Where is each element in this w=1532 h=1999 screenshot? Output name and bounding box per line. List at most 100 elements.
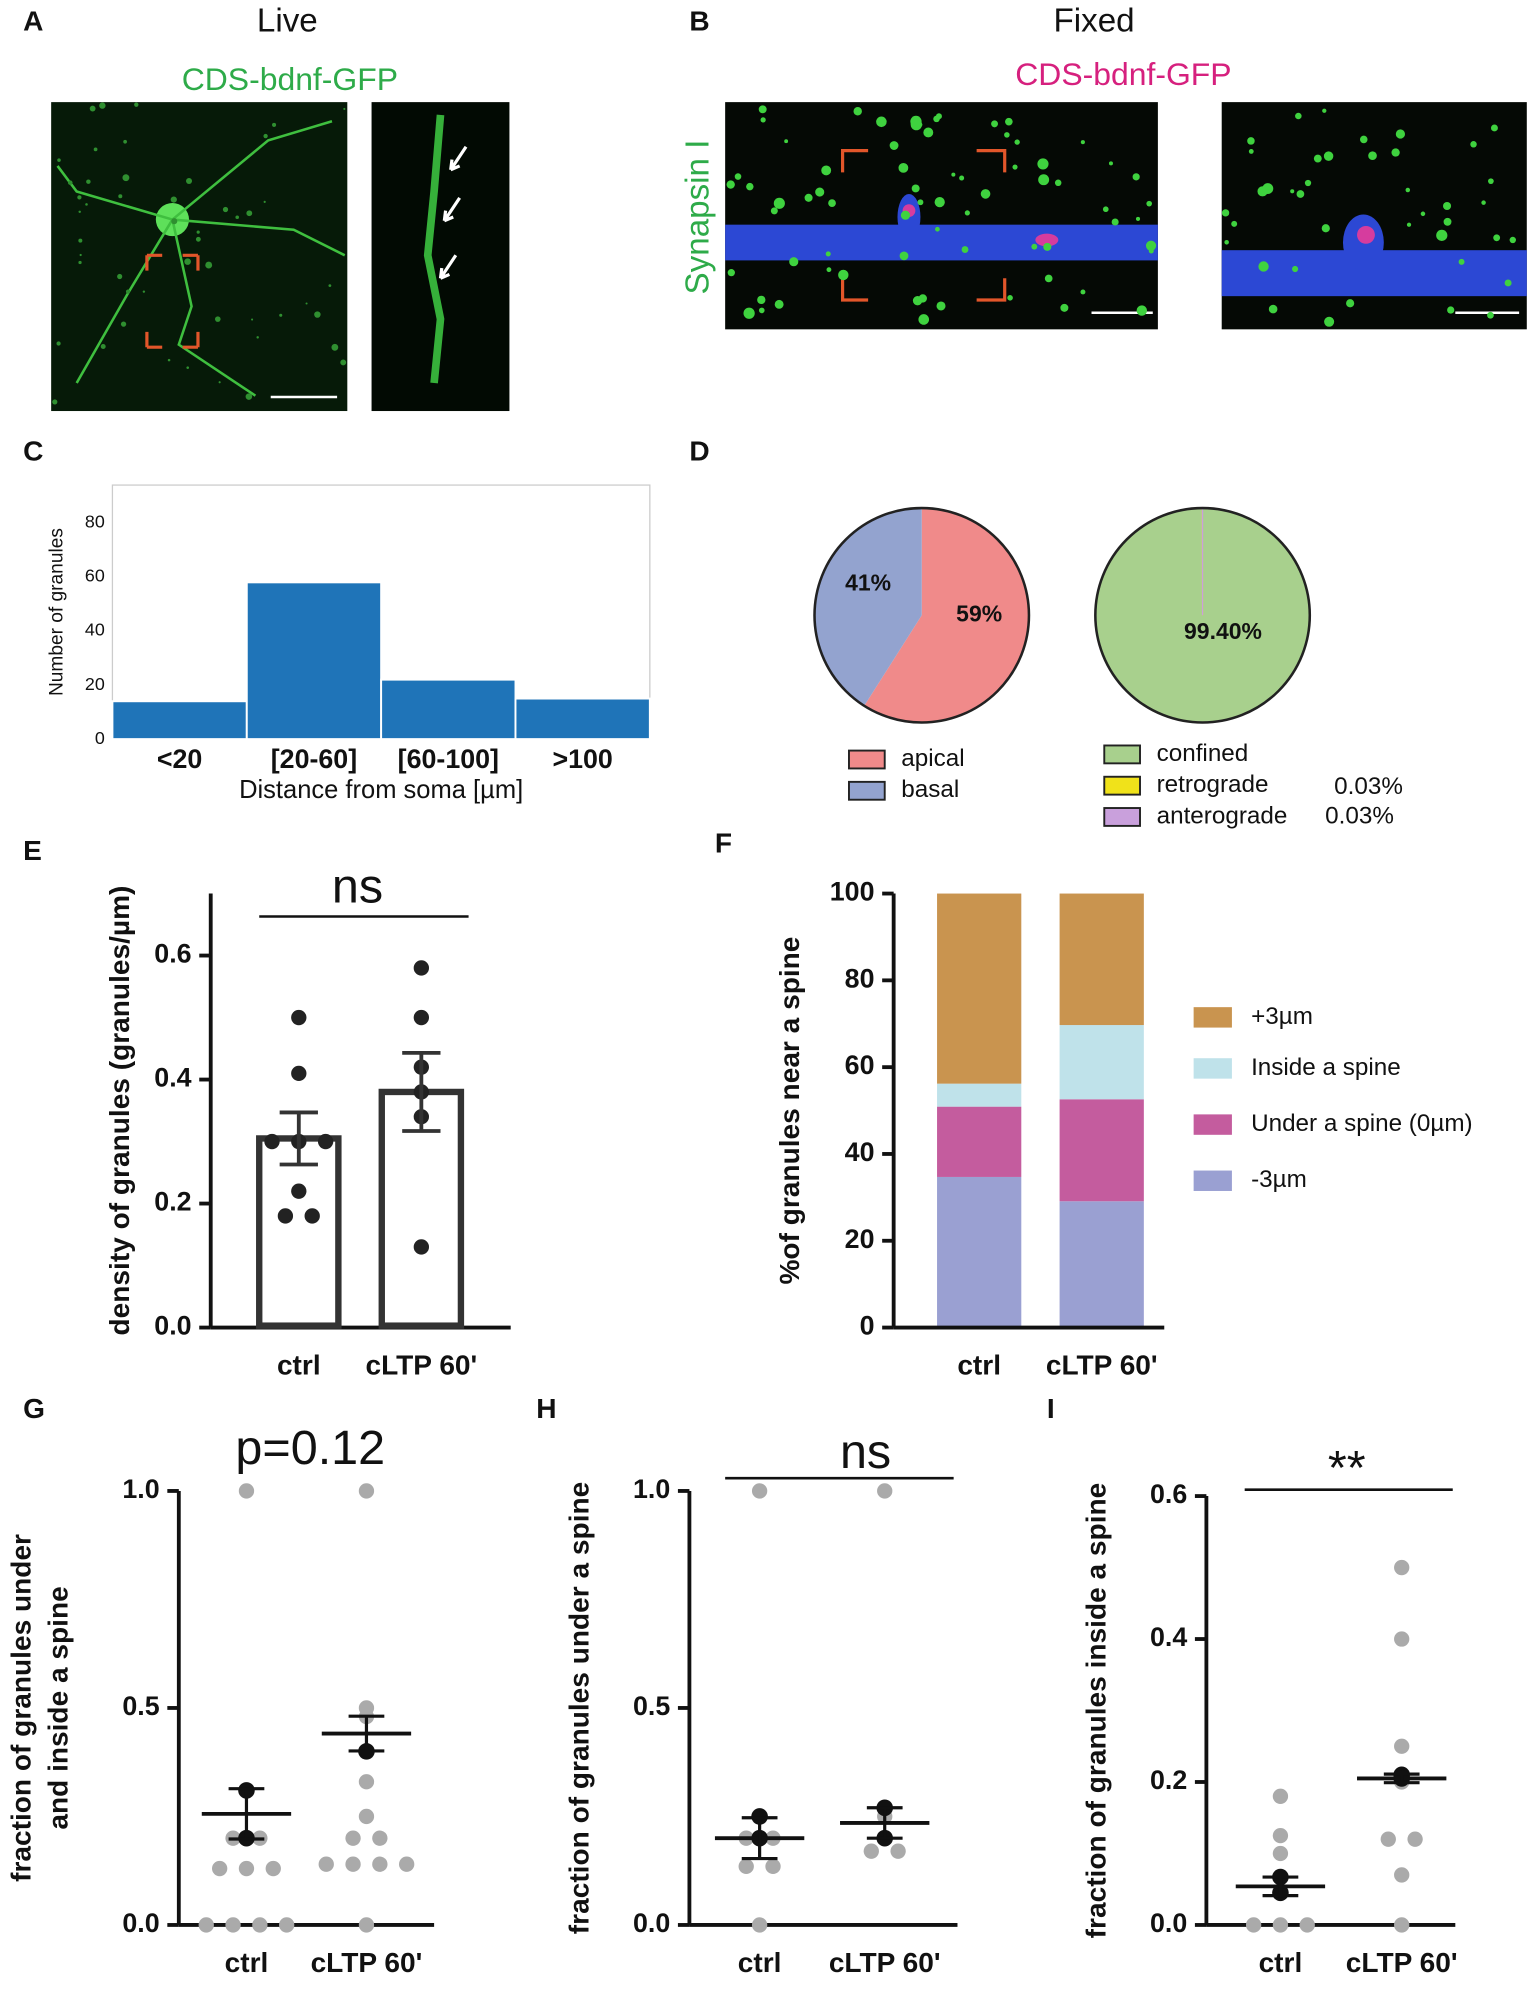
data-point	[265, 1860, 281, 1877]
data-point	[765, 1858, 781, 1875]
punctum	[1481, 200, 1486, 205]
neurite-spot	[279, 313, 283, 317]
punctum	[1108, 161, 1113, 166]
legend-label: basal	[901, 776, 959, 803]
x-tick-label: [20-60]	[271, 744, 357, 774]
channel-label: CDS-bdnf-GFP	[182, 61, 398, 97]
bar	[380, 678, 517, 741]
punctum	[912, 295, 923, 306]
punctum	[760, 117, 766, 123]
neurite-spot	[222, 206, 229, 213]
legend-label: Under a spine (0µm)	[1251, 1110, 1473, 1137]
annotation: **	[1328, 1442, 1366, 1496]
y-tick-label: 0.0	[633, 1908, 670, 1938]
data-point	[1272, 1827, 1289, 1844]
bar	[245, 581, 383, 741]
data-point	[317, 1133, 334, 1150]
legend-label: Inside a spine	[1251, 1054, 1401, 1081]
neurite-spot	[314, 311, 321, 318]
punctum	[1258, 261, 1269, 272]
value-label: 0.03%	[1334, 773, 1403, 800]
punctum	[821, 165, 832, 176]
punctum	[1509, 236, 1516, 244]
error-bar	[348, 1714, 385, 1753]
punctum	[1296, 190, 1305, 198]
y-axis-label: density of granules (granules/µm)	[104, 886, 135, 1336]
roi-box	[840, 149, 1007, 302]
punctum	[784, 139, 789, 144]
punctum	[934, 197, 945, 208]
y-tick-label: 0.5	[122, 1691, 159, 1721]
error-bar	[741, 1816, 778, 1861]
data-point	[863, 1843, 879, 1859]
neurite-spot	[196, 230, 200, 234]
punctum	[923, 127, 934, 138]
punctum	[1406, 222, 1412, 227]
neurite-spot	[118, 194, 123, 199]
neurite-spot	[117, 273, 123, 280]
panel-letter: A	[23, 5, 43, 36]
neurite-spot	[99, 102, 106, 109]
x-tick-label: >100	[552, 744, 612, 774]
neurite-spot	[79, 253, 82, 257]
dendrites	[56, 120, 346, 397]
punctum	[1405, 187, 1411, 193]
punctum	[1436, 229, 1448, 241]
legend-label: confined	[1157, 740, 1249, 767]
punctum	[1443, 217, 1452, 226]
x-tick-label: ctrl	[738, 1947, 782, 1978]
neurite-spot	[235, 215, 239, 220]
y-tick-label: 0.0	[1150, 1908, 1187, 1938]
punctum	[1080, 140, 1085, 145]
punctum	[1470, 141, 1477, 148]
punctum	[1323, 151, 1334, 161]
punctum	[1080, 289, 1086, 295]
bar-segment	[937, 1176, 1022, 1328]
pie-slice	[864, 508, 1029, 723]
x-tick-label: ctrl	[1259, 1947, 1303, 1978]
punctum	[1148, 248, 1154, 254]
error-bar	[279, 1110, 318, 1167]
y-tick-label: 80	[845, 963, 875, 993]
legend-swatch	[1193, 1058, 1232, 1079]
punctum	[898, 162, 909, 173]
legend-swatch	[1103, 775, 1141, 796]
neurite-spot	[170, 196, 177, 203]
legend-swatch	[1193, 1114, 1232, 1135]
punctum	[1014, 139, 1020, 145]
punctum	[1304, 179, 1312, 187]
punctum	[789, 257, 799, 267]
neurite-spot	[171, 218, 178, 225]
punctum	[726, 180, 735, 189]
panel-letter: E	[23, 835, 42, 866]
panel-letter: G	[23, 1393, 45, 1424]
data-point	[890, 1843, 906, 1859]
neurite-spot	[167, 358, 171, 362]
punctum	[746, 182, 754, 191]
synapsin-puncta	[52, 102, 1516, 405]
punctum	[1490, 124, 1498, 132]
panel-letter: H	[536, 1393, 556, 1424]
y-tick-label: 0.6	[154, 939, 191, 969]
neurite-spot	[123, 139, 127, 144]
legend-label: anterograde	[1157, 802, 1288, 829]
bar-segment	[1059, 1099, 1144, 1202]
punctum	[1037, 158, 1049, 170]
data-point	[751, 1917, 768, 1933]
y-axis-label: Number of granules	[47, 528, 68, 696]
error-bar	[228, 1787, 265, 1841]
neurite-spot	[328, 284, 332, 288]
bar-segment	[1059, 1201, 1144, 1328]
bar	[111, 700, 248, 741]
punctum	[959, 175, 965, 181]
y-tick-label: 40	[85, 620, 105, 640]
neurite-spot	[195, 236, 201, 242]
punctum	[964, 210, 970, 216]
punctum	[911, 184, 920, 193]
legend-label: +3µm	[1251, 1003, 1313, 1030]
panel-letter: B	[689, 5, 709, 36]
neurite-spot	[186, 178, 193, 185]
neurite-spot	[122, 174, 130, 182]
punctum	[727, 269, 735, 277]
